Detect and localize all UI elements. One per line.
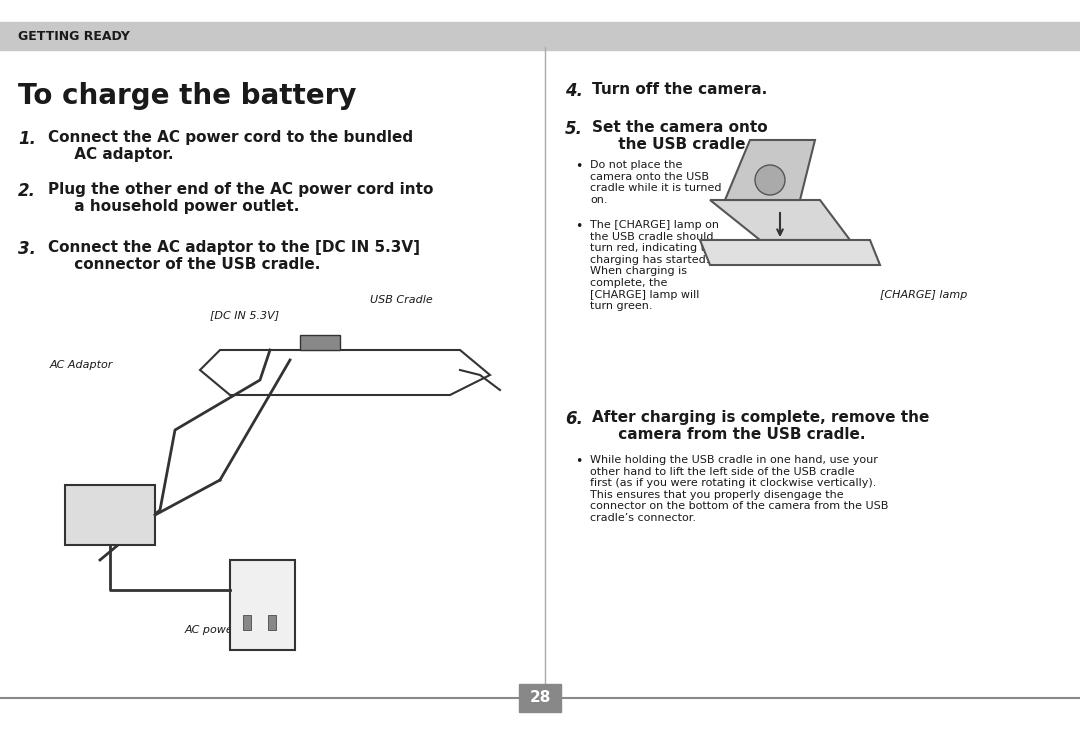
Text: GETTING READY: GETTING READY [18,29,130,42]
Text: 3.: 3. [18,240,36,258]
Text: [DC IN 5.3V]: [DC IN 5.3V] [210,310,279,320]
Text: •: • [575,160,582,173]
Text: Turn off the camera.: Turn off the camera. [592,82,767,97]
Text: The [CHARGE] lamp on
the USB cradle should
turn red, indicating that
charging ha: The [CHARGE] lamp on the USB cradle shou… [590,220,724,311]
Text: AC Adaptor: AC Adaptor [50,360,113,370]
Text: •: • [575,220,582,233]
Polygon shape [725,140,815,200]
Text: Connect the AC adaptor to the [DC IN 5.3V]
     connector of the USB cradle.: Connect the AC adaptor to the [DC IN 5.3… [48,240,420,272]
Text: After charging is complete, remove the
     camera from the USB cradle.: After charging is complete, remove the c… [592,410,930,442]
Text: While holding the USB cradle in one hand, use your
other hand to lift the left s: While holding the USB cradle in one hand… [590,455,889,523]
Polygon shape [710,200,850,240]
Bar [268,615,276,630]
Text: [CHARGE] lamp: [CHARGE] lamp [880,290,968,300]
Bar [519,684,561,712]
Text: 2.: 2. [18,182,36,200]
Circle shape [755,165,785,195]
Polygon shape [300,335,340,350]
Text: To charge the battery: To charge the battery [18,82,356,110]
Text: 1.: 1. [18,130,36,148]
Text: 5.: 5. [565,120,583,138]
Text: Do not place the
camera onto the USB
cradle while it is turned
on.: Do not place the camera onto the USB cra… [590,160,721,205]
Text: 28: 28 [529,691,551,705]
Bar [243,615,251,630]
Text: 6.: 6. [565,410,583,428]
Text: 4.: 4. [565,82,583,100]
Text: •: • [575,455,582,468]
Bar [0,0,1080,35]
Bar [65,485,156,545]
Bar [0,22,1080,50]
Bar [230,560,295,650]
Polygon shape [700,240,880,265]
Text: Plug the other end of the AC power cord into
     a household power outlet.: Plug the other end of the AC power cord … [48,182,433,215]
Text: AC power cord: AC power cord [185,625,267,635]
Text: USB Cradle: USB Cradle [370,295,433,305]
Text: Set the camera onto
     the USB cradle.: Set the camera onto the USB cradle. [592,120,768,153]
Text: Connect the AC power cord to the bundled
     AC adaptor.: Connect the AC power cord to the bundled… [48,130,414,162]
